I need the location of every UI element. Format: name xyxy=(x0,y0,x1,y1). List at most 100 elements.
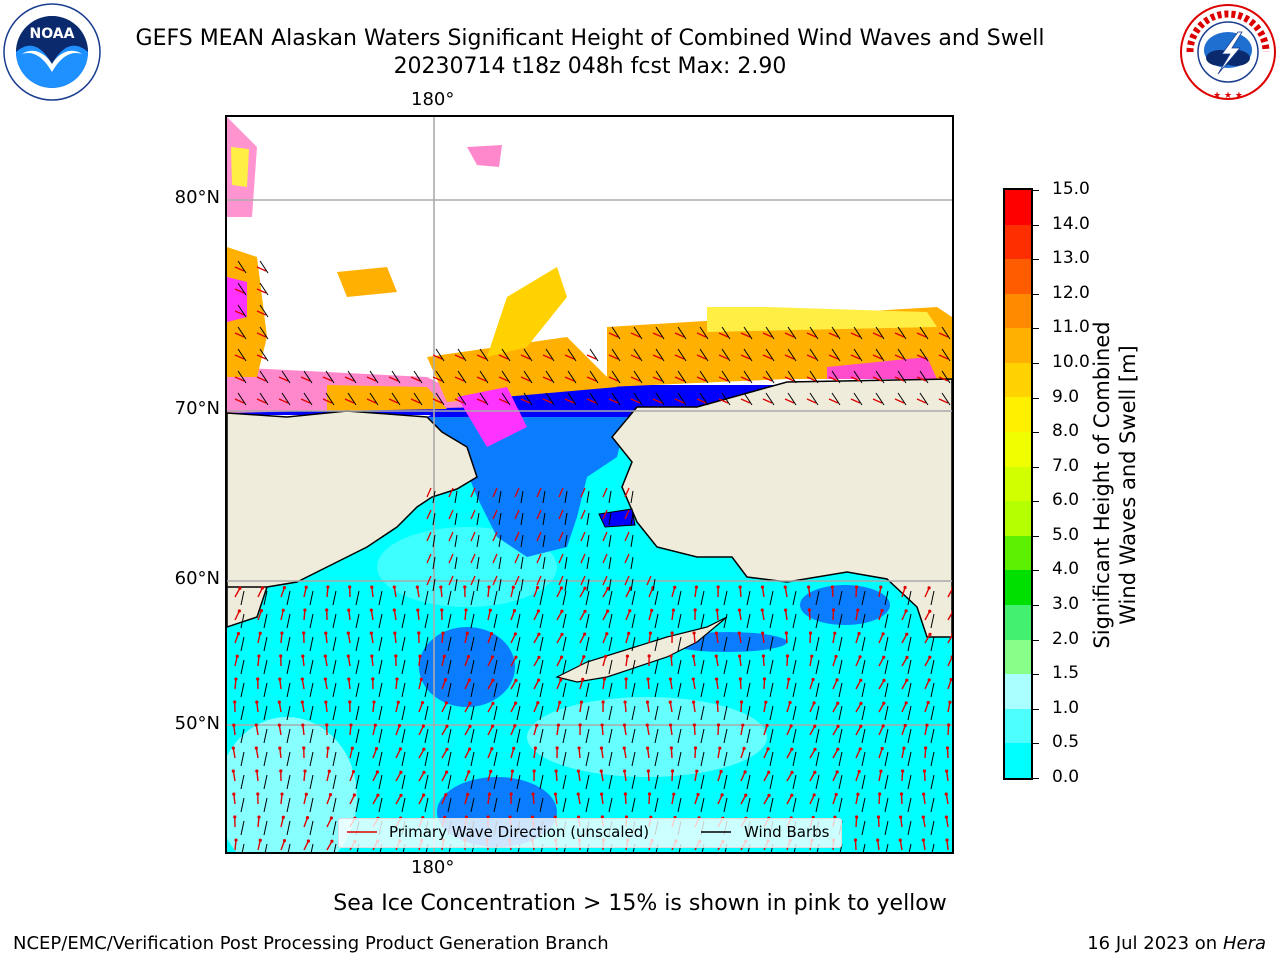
wave-direction-arrow xyxy=(303,587,307,598)
wind-barb xyxy=(332,682,337,698)
wind-barb xyxy=(746,774,751,790)
wind-barb xyxy=(884,751,889,767)
vector-layer xyxy=(231,260,952,852)
wind-barb xyxy=(787,370,797,384)
wave-direction-arrow xyxy=(558,487,564,498)
wave-direction-arrow xyxy=(692,702,696,713)
wave-arrow-head xyxy=(576,769,581,773)
wave-direction-arrow xyxy=(916,354,927,360)
wave-arrow-head xyxy=(554,769,558,773)
wave-direction-arrow xyxy=(257,633,261,644)
wave-arrow-head xyxy=(951,610,952,613)
wave-direction-arrow xyxy=(454,354,465,360)
wave-arrow-head xyxy=(512,746,516,750)
wind-barb xyxy=(286,705,291,721)
wind-barb xyxy=(608,490,612,504)
wave-direction-arrow xyxy=(476,398,487,404)
wave-direction-arrow xyxy=(717,794,723,805)
wave-arrow-head xyxy=(238,586,242,590)
wind-barb xyxy=(332,820,337,836)
wind-barb xyxy=(501,392,511,406)
wave-arrow-head xyxy=(672,792,676,796)
wave-arrow-head xyxy=(858,655,862,659)
wind-barb xyxy=(792,682,797,698)
wave-direction-arrow xyxy=(410,376,421,382)
wave-direction-arrow xyxy=(938,398,949,404)
wind-barb xyxy=(586,490,590,504)
wind-barb xyxy=(700,682,705,698)
wave-direction-arrow xyxy=(624,793,627,805)
wind-barb xyxy=(654,797,659,813)
wave-direction-arrow xyxy=(470,531,476,542)
wave-direction-arrow xyxy=(806,354,817,360)
wave-arrow-head xyxy=(742,746,746,751)
wind-barb xyxy=(432,556,436,570)
wave-arrow-head xyxy=(560,655,564,659)
wind-barb xyxy=(630,490,634,504)
wind-barb xyxy=(424,659,429,675)
wind-barb xyxy=(545,392,555,406)
wind-barb xyxy=(567,370,577,384)
wave-arrow-head xyxy=(812,793,816,797)
wave-direction-arrow xyxy=(855,748,861,759)
wind-barb xyxy=(501,370,511,384)
wave-direction-arrow xyxy=(894,376,905,382)
wave-arrow-head xyxy=(669,746,673,750)
wind-barb xyxy=(941,392,951,406)
wave-arrow-head xyxy=(555,746,559,750)
wind-barb xyxy=(309,613,314,629)
wave-arrow-head xyxy=(904,609,908,613)
wave-arrow-head xyxy=(789,724,793,728)
wave-arrow-head xyxy=(807,608,811,612)
wave-direction-arrow xyxy=(279,678,282,690)
wave-arrow-head xyxy=(467,678,471,682)
wind-barb xyxy=(743,370,753,384)
wind-barb xyxy=(447,682,452,698)
wind-barb xyxy=(838,774,843,790)
wave-direction-arrow xyxy=(418,655,421,667)
wind-barb xyxy=(930,774,935,790)
wave-direction-arrow xyxy=(280,817,284,828)
wave-arrow-head xyxy=(559,678,563,682)
wind-barb xyxy=(378,751,383,767)
wind-barb xyxy=(608,797,613,813)
wave-arrow-head xyxy=(922,792,926,796)
wind-barb xyxy=(401,705,406,721)
wind-barb xyxy=(831,326,841,340)
wind-barb xyxy=(677,659,682,675)
wave-direction-arrow xyxy=(324,679,328,690)
wave-direction-arrow xyxy=(533,610,540,621)
wave-direction-arrow xyxy=(828,354,839,360)
wave-direction-arrow xyxy=(326,794,332,805)
wave-direction-arrow xyxy=(326,747,329,759)
wave-direction-arrow xyxy=(448,575,454,586)
wind-barb xyxy=(378,636,383,652)
wind-barb xyxy=(608,728,613,744)
wind-barb xyxy=(608,590,613,606)
wave-direction-arrow xyxy=(625,587,632,598)
wind-barb xyxy=(263,820,268,836)
wave-arrow-head xyxy=(928,655,932,659)
wind-barb xyxy=(539,774,544,790)
footer-host: Hera xyxy=(1222,933,1266,954)
wave-arrow-head xyxy=(304,792,308,796)
wave-arrow-head xyxy=(743,770,747,774)
wave-direction-arrow xyxy=(739,678,742,690)
wave-direction-arrow xyxy=(558,553,564,564)
wind-barb xyxy=(884,774,889,790)
wave-direction-arrow xyxy=(694,771,698,782)
wind-barb xyxy=(424,774,429,790)
wind-barb xyxy=(723,774,728,790)
wave-arrow-head xyxy=(324,631,328,635)
wave-arrow-head xyxy=(302,631,306,635)
wave-direction-arrow xyxy=(878,793,881,805)
wave-direction-arrow xyxy=(536,487,542,498)
wave-direction-arrow xyxy=(476,376,487,382)
wind-barb xyxy=(562,659,567,675)
wind-barb xyxy=(332,751,337,767)
wave-arrow-head xyxy=(876,815,881,819)
wave-arrow-head xyxy=(464,815,469,819)
land-alaska xyxy=(611,378,952,638)
wave-arrow-head xyxy=(467,770,471,774)
wind-barb xyxy=(586,534,590,548)
